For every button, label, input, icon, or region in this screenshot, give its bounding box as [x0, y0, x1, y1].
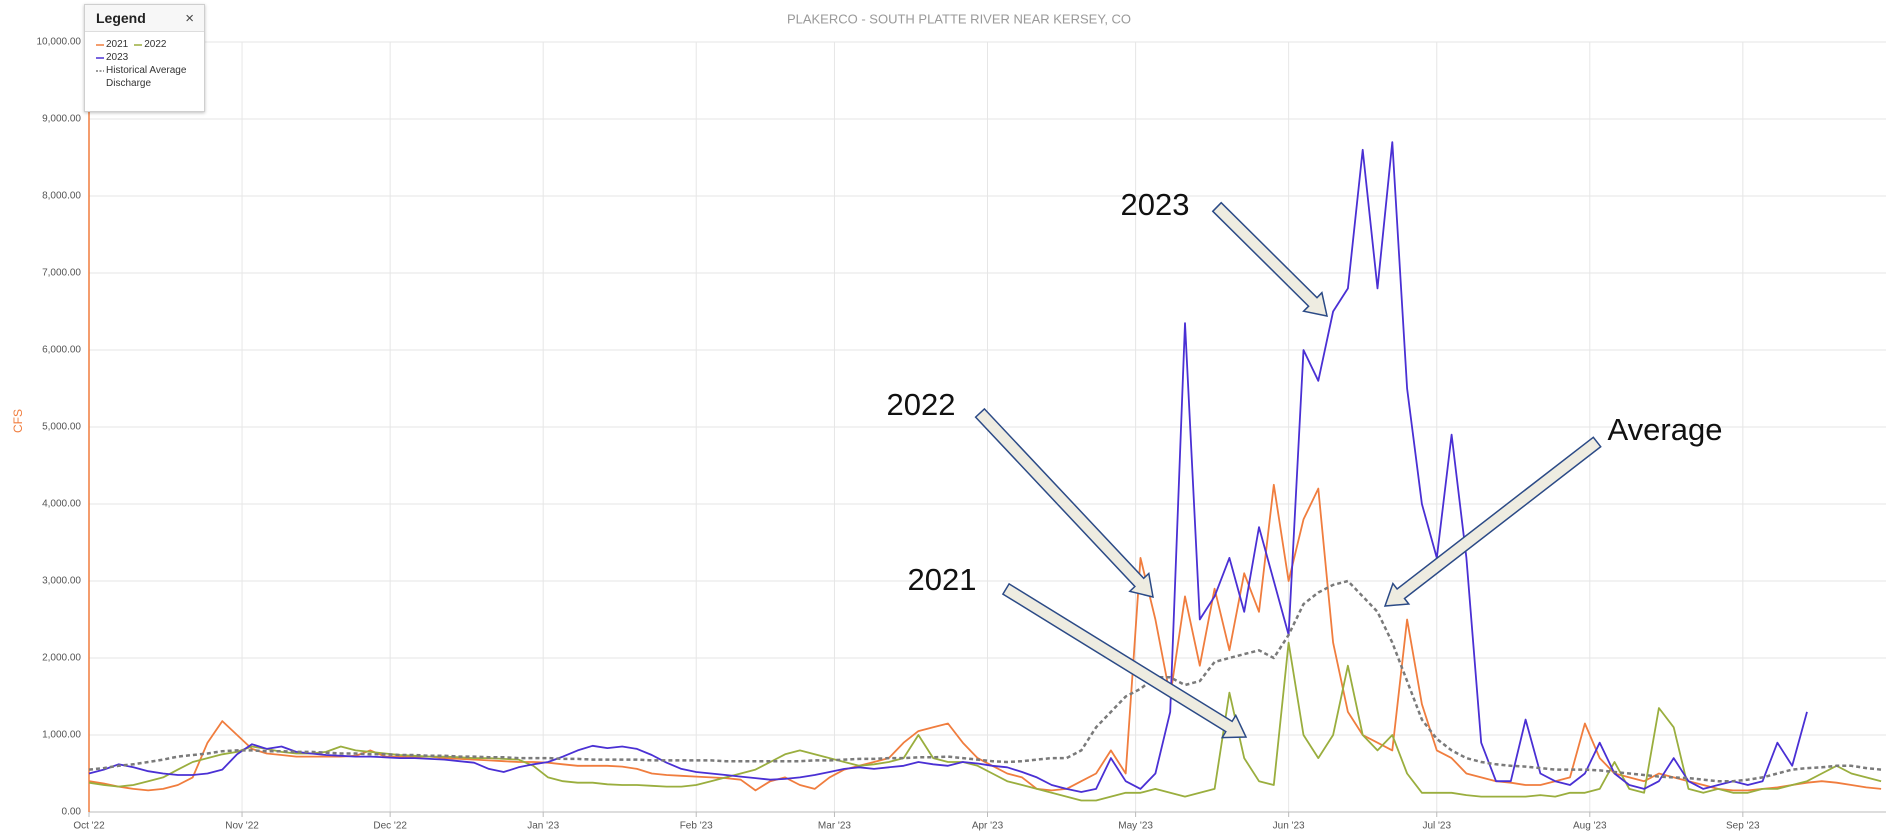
annotation-text: 2022: [887, 387, 956, 422]
series-line: [88, 641, 1882, 802]
legend-header: Legend ×: [85, 5, 204, 32]
legend-close[interactable]: ×: [185, 9, 194, 27]
y-tick-label: 8,000.00: [42, 191, 81, 202]
y-tick-label: 5,000.00: [42, 422, 81, 433]
legend-label: 2023: [106, 52, 129, 63]
legend-items: 2021 2022 2023 Historical Average Discharge: [85, 32, 204, 90]
x-tick-label: Feb '23: [680, 821, 713, 832]
annotation-arrow: [1383, 436, 1602, 607]
legend-swatch: [96, 57, 104, 59]
annotation-arrow: [1001, 582, 1248, 739]
y-tick-label: 2,000.00: [42, 653, 81, 664]
legend-swatch: [134, 44, 143, 46]
x-tick-label: Apr '23: [972, 821, 1004, 832]
series-line: [88, 579, 1882, 783]
y-tick-label: 0.00: [62, 807, 82, 818]
y-tick-label: 10,000.00: [37, 37, 82, 48]
annotation-text: 2021: [908, 562, 977, 597]
annotation-arrow: [974, 407, 1154, 599]
y-axis-label: CFS: [11, 409, 25, 433]
x-tick-label: Aug '23: [1573, 821, 1607, 832]
x-tick-label: Jun '23: [1273, 821, 1305, 832]
legend-item[interactable]: 2022: [134, 38, 167, 51]
chart-title: PLAKERCO - SOUTH PLATTE RIVER NEAR KERSE…: [787, 11, 1131, 26]
legend-label: 2021: [106, 39, 129, 50]
lines: [88, 141, 1882, 802]
y-tick-label: 6,000.00: [42, 345, 81, 356]
series-line: [88, 141, 1808, 793]
legend-item[interactable]: 2021: [96, 38, 128, 51]
annotation-text: 2023: [1121, 187, 1190, 222]
y-tick-label: 4,000.00: [42, 499, 81, 510]
legend-swatch: [96, 44, 104, 46]
y-tick-label: 1,000.00: [42, 730, 81, 741]
x-tick-label: Nov '22: [225, 821, 259, 832]
y-tick-label: 9,000.00: [42, 114, 81, 125]
annotations: 2023 2022 2021 Average: [887, 187, 1723, 739]
x-tick-label: Dec '22: [373, 821, 407, 832]
x-tick-label: Mar '23: [818, 821, 851, 832]
grid: 0.00 1,000.00 2,000.00 3,000.00 4,000.00 5,00…: [37, 37, 1886, 832]
y-tick-label: 7,000.00: [42, 268, 81, 279]
x-tick-label: Oct '22: [73, 821, 105, 832]
legend-label: Historical Average Discharge: [106, 65, 187, 89]
series-line: [88, 483, 1882, 792]
annotation-text: Average: [1608, 412, 1723, 447]
x-tick-label: May '23: [1118, 821, 1153, 832]
legend-item[interactable]: Historical Average Discharge: [96, 64, 192, 90]
x-tick-label: Sep '23: [1726, 821, 1760, 832]
legend-title: Legend: [96, 10, 146, 26]
legend-swatch: [96, 70, 104, 72]
annotation-arrow: [1211, 201, 1328, 317]
y-tick-label: 3,000.00: [42, 576, 81, 587]
legend-item[interactable]: 2023: [96, 51, 128, 64]
x-tick-label: Jan '23: [527, 821, 559, 832]
legend-label: 2022: [144, 39, 167, 50]
x-tick-label: Jul '23: [1422, 821, 1451, 832]
legend: Legend × 2021 2022 2023 Historical Average …: [84, 4, 205, 112]
